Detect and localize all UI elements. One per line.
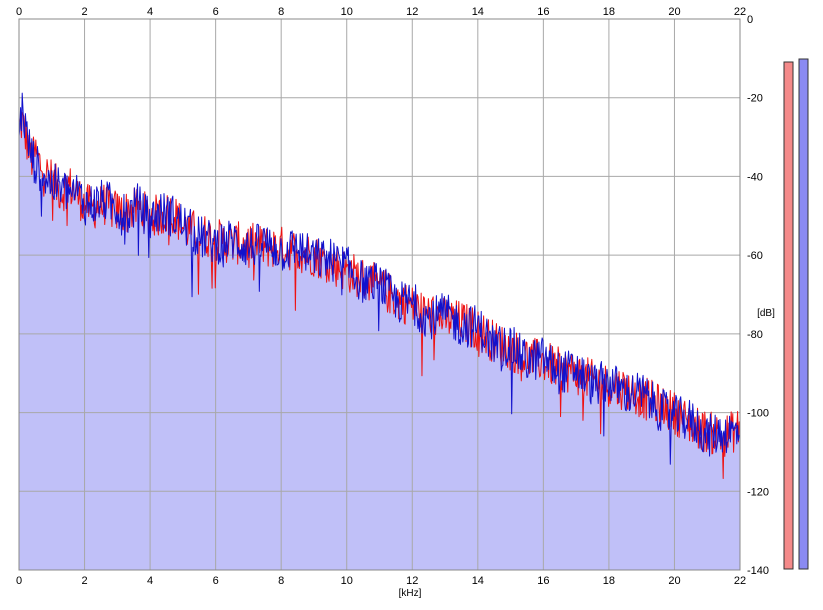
x-tick-label-top: 20 [668, 6, 680, 18]
x-tick-label-top: 4 [147, 6, 153, 18]
x-tick-label-top: 18 [603, 6, 615, 18]
x-tick-label-top: 16 [537, 6, 549, 18]
plot-frame [18, 18, 741, 571]
x-tick-label-top: 22 [734, 6, 746, 18]
y-tick-label: -40 [747, 171, 763, 183]
y-tick-label: -140 [747, 565, 769, 577]
y-tick-label: -100 [747, 408, 769, 420]
x-ticks-top: 0 2 4 6 8 10 12 14 16 18 20 22 [16, 6, 746, 18]
x-ticks-bottom: 0 2 4 6 8 10 12 14 16 18 20 22 [16, 575, 746, 587]
y-tick-label: -60 [747, 250, 763, 262]
x-tick-label-top: 8 [278, 6, 284, 18]
y-tick-label: -20 [747, 93, 763, 105]
x-tick-label: 16 [537, 575, 549, 587]
y-axis-label: [dB] [757, 308, 775, 319]
x-tick-label: 18 [603, 575, 615, 587]
y-tick-label: -80 [747, 329, 763, 341]
y-tick-label: -120 [747, 486, 769, 498]
x-tick-label-top: 14 [472, 6, 484, 18]
y-ticks: 0 -20 -40 -60 -80 -100 -120 -140 [747, 14, 769, 577]
x-tick-label: 12 [406, 575, 418, 587]
x-tick-label-top: 10 [341, 6, 353, 18]
x-tick-label-top: 12 [406, 6, 418, 18]
y-tick-label: 0 [747, 14, 753, 26]
x-tick-label: 10 [341, 575, 353, 587]
spectrum-area [19, 93, 740, 571]
series-layer [18, 92, 741, 480]
x-tick-label: 22 [734, 575, 746, 587]
x-tick-label: 20 [668, 575, 680, 587]
x-tick-label-top: 6 [213, 6, 219, 18]
x-tick-label: 2 [81, 575, 87, 587]
x-axis-label: [kHz] [399, 588, 422, 599]
x-tick-label: 6 [213, 575, 219, 587]
level-meters [783, 58, 809, 570]
x-tick-label: 14 [472, 575, 484, 587]
x-tick-label: 8 [278, 575, 284, 587]
spectrum-fill-layer [19, 93, 740, 571]
grid-layer [18, 18, 741, 571]
level-meter-1 [783, 61, 794, 570]
x-tick-label: 4 [147, 575, 153, 587]
level-meter-2 [798, 58, 809, 570]
x-tick-label-top: 2 [81, 6, 87, 18]
x-tick-label: 0 [16, 575, 22, 587]
series-line-2 [18, 92, 741, 465]
x-tick-label-top: 0 [16, 6, 22, 18]
